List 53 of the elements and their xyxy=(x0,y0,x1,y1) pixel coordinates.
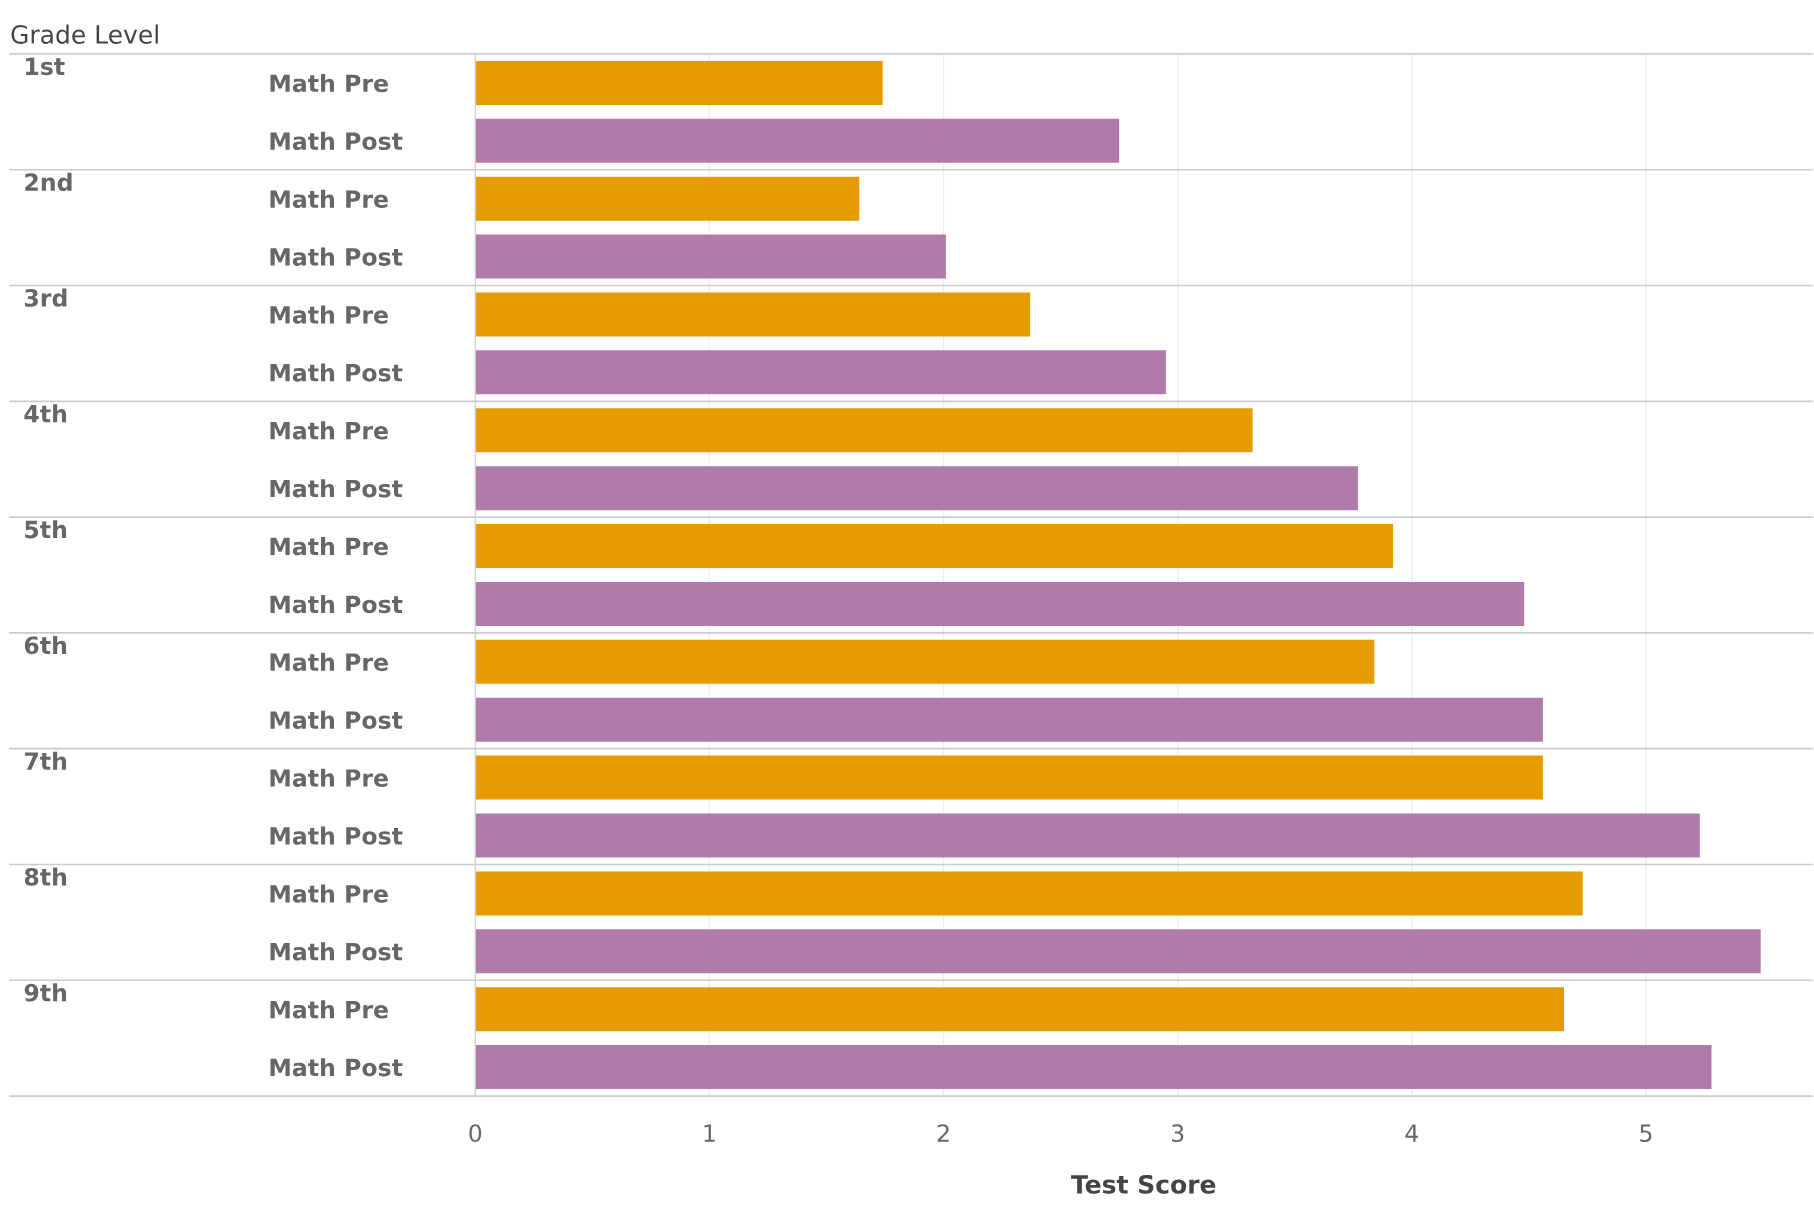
y-tick-label: Math Post xyxy=(270,594,403,614)
y-tick-label: Math Pre xyxy=(270,537,388,556)
bar xyxy=(475,755,1543,800)
bar xyxy=(475,466,1358,511)
y-tick-label: Math Post xyxy=(270,479,403,498)
text: 3rd xyxy=(24,288,67,307)
bar xyxy=(475,581,1525,626)
bar xyxy=(475,234,946,279)
y-tick-label: Math Post xyxy=(270,826,403,845)
y-tick-label: Math Pre xyxy=(270,189,388,208)
bar xyxy=(475,639,1375,684)
x-tick-label: 4 xyxy=(1405,1124,1418,1142)
text: 2nd xyxy=(25,172,72,192)
bar xyxy=(475,60,883,105)
text: Grade Level xyxy=(11,24,158,44)
y-tick-label: Math Post xyxy=(270,363,403,382)
y-tick-label: Math Post xyxy=(270,1058,403,1077)
y-tick-label: Math Pre xyxy=(270,768,388,787)
x-tick-label: 5 xyxy=(1640,1124,1652,1143)
text: 8th xyxy=(24,867,67,886)
bar xyxy=(475,929,1761,974)
bar xyxy=(475,871,1583,916)
text: 5th xyxy=(25,520,67,539)
y-tick-label: Math Post xyxy=(270,131,403,151)
text: 6th xyxy=(24,635,67,655)
bar xyxy=(475,697,1543,742)
bar xyxy=(475,118,1120,163)
x-tick-label: 3 xyxy=(1171,1124,1184,1143)
bar xyxy=(475,813,1700,858)
bar xyxy=(475,1045,1712,1090)
bar xyxy=(475,292,1031,337)
y-tick-label: Math Pre xyxy=(270,652,388,672)
bar xyxy=(475,987,1564,1032)
bar xyxy=(475,176,860,221)
x-tick-label: 1 xyxy=(704,1124,715,1142)
y-tick-label: Math Pre xyxy=(270,1000,388,1019)
text: 9th xyxy=(24,983,67,1002)
x-tick-label: 0 xyxy=(469,1124,482,1143)
bar xyxy=(475,350,1166,395)
y-tick-label: Math Post xyxy=(270,942,403,961)
x-axis-title: Test Score xyxy=(1071,1174,1216,1194)
y-tick-label: Math Pre xyxy=(270,421,388,440)
y-tick-label: Math Pre xyxy=(270,884,388,903)
bar xyxy=(475,408,1253,453)
y-tick-label: Math Pre xyxy=(270,305,388,324)
x-tick-label: 2 xyxy=(937,1124,949,1142)
y-tick-label: Math Pre xyxy=(270,73,388,93)
text: 7th xyxy=(24,751,67,770)
bar xyxy=(475,524,1394,569)
text: 4th xyxy=(24,404,67,423)
text: 1st xyxy=(26,57,65,76)
y-tick-label: Math Post xyxy=(270,247,403,266)
y-tick-label: Math Post xyxy=(270,710,403,730)
